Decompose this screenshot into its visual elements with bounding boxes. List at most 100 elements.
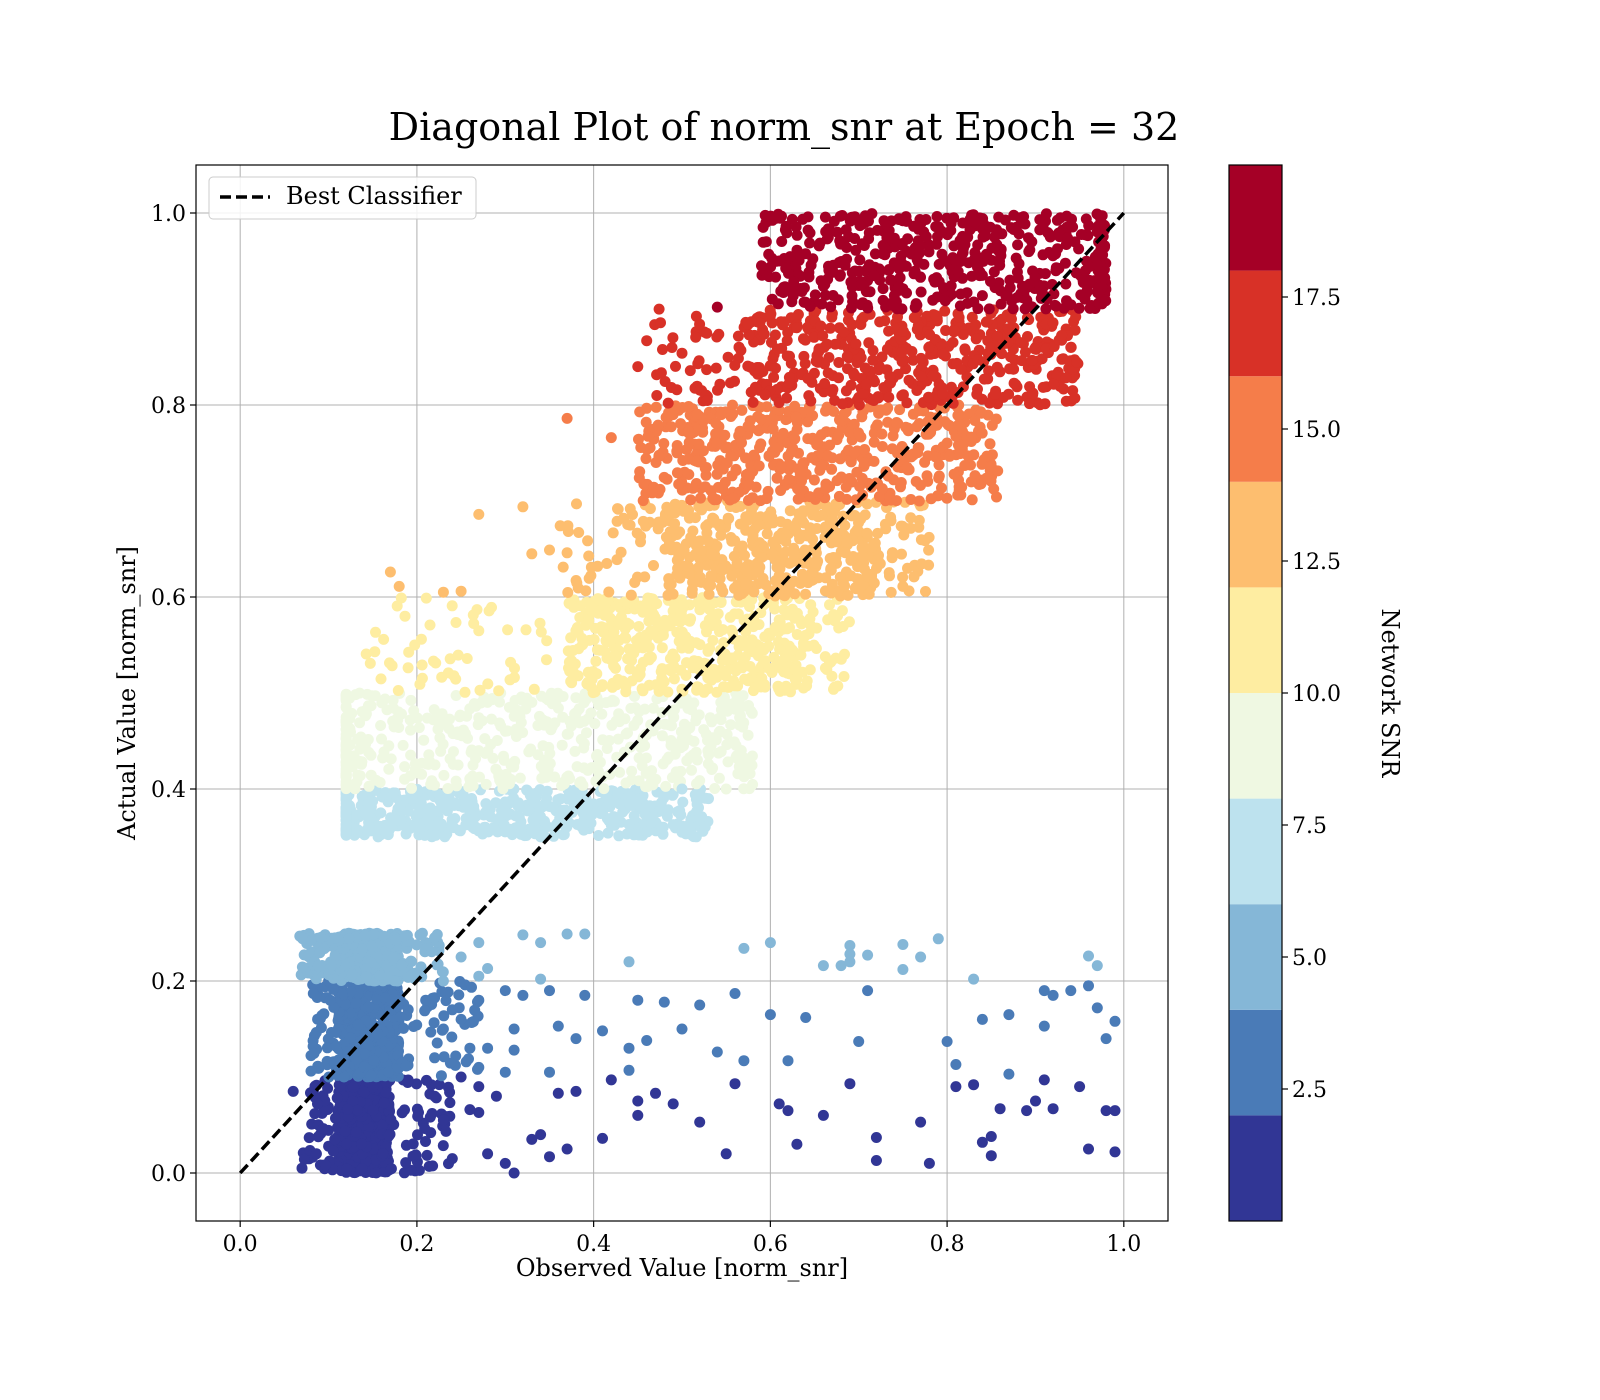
data-point (925, 493, 937, 505)
data-point (895, 520, 907, 532)
data-point (705, 570, 717, 582)
data-point (804, 664, 816, 676)
data-point (1069, 324, 1081, 336)
data-point (432, 816, 444, 828)
data-point (867, 345, 879, 356)
data-point (571, 498, 582, 510)
data-point (578, 742, 590, 754)
data-point (747, 492, 759, 504)
data-point (371, 993, 383, 1005)
data-point (912, 447, 924, 459)
data-point (981, 248, 992, 260)
data-point (452, 649, 464, 661)
data-point (669, 507, 681, 519)
data-point (671, 467, 683, 479)
data-point (411, 939, 423, 951)
data-point (984, 438, 996, 450)
data-point (923, 246, 935, 258)
data-point (613, 830, 625, 842)
data-point (578, 715, 590, 727)
data-point (413, 1164, 425, 1176)
data-point (502, 725, 514, 737)
data-point (999, 214, 1011, 226)
data-point (1024, 398, 1035, 410)
data-point (660, 531, 672, 543)
data-point (826, 311, 838, 323)
data-point (625, 589, 637, 601)
data-point (413, 1107, 424, 1118)
data-point (703, 588, 715, 600)
data-point (586, 808, 598, 820)
data-point (774, 643, 786, 655)
data-point (597, 679, 608, 691)
data-point (756, 552, 768, 563)
data-point (747, 529, 759, 541)
data-point (734, 500, 746, 512)
data-point (831, 475, 843, 487)
data-point (612, 733, 624, 745)
data-point (845, 302, 857, 314)
data-point (425, 1026, 437, 1038)
data-point (921, 470, 933, 482)
data-point (359, 930, 371, 942)
data-point (710, 428, 722, 440)
data-point (684, 365, 696, 377)
data-point (774, 563, 786, 575)
data-point (734, 712, 746, 723)
data-point (868, 395, 880, 406)
data-point (868, 455, 880, 467)
data-point (991, 491, 1002, 503)
data-point (343, 933, 355, 945)
data-point (403, 646, 415, 658)
data-point (1019, 218, 1031, 230)
data-point (887, 430, 899, 442)
data-point (612, 673, 624, 685)
data-point (688, 735, 700, 747)
data-point (630, 702, 641, 714)
data-point (377, 1119, 388, 1131)
data-point (978, 356, 990, 368)
data-point (824, 655, 836, 667)
data-point (1050, 262, 1062, 274)
data-point (826, 670, 838, 682)
data-point (637, 642, 649, 654)
data-point (387, 952, 399, 964)
data-point (645, 625, 656, 637)
data-point (923, 342, 935, 353)
data-point (525, 743, 537, 755)
data-point (834, 490, 845, 502)
data-point (701, 395, 713, 406)
data-point (342, 1103, 354, 1115)
data-point (1019, 346, 1031, 358)
data-point (631, 669, 643, 681)
data-point (386, 660, 398, 672)
data-point (395, 815, 407, 826)
data-point (678, 634, 690, 646)
data-point (379, 825, 391, 837)
data-point (440, 800, 452, 812)
data-point (522, 805, 534, 817)
data-point (583, 572, 595, 584)
data-point (763, 640, 775, 652)
data-point (361, 809, 373, 821)
data-point (742, 514, 754, 526)
data-point (859, 509, 871, 521)
data-point (656, 642, 668, 654)
data-point (643, 654, 655, 666)
data-point (733, 589, 745, 601)
data-point (803, 271, 815, 283)
data-point (936, 482, 947, 494)
data-point (798, 517, 810, 529)
data-point (834, 571, 846, 583)
data-point (494, 717, 505, 729)
data-point (936, 248, 948, 260)
data-point (411, 1019, 423, 1031)
data-point (768, 371, 780, 383)
data-point (1036, 286, 1048, 298)
data-point (339, 959, 351, 971)
data-point (868, 577, 880, 589)
data-point (446, 1031, 458, 1043)
data-point (421, 1074, 432, 1086)
data-point (420, 592, 432, 604)
